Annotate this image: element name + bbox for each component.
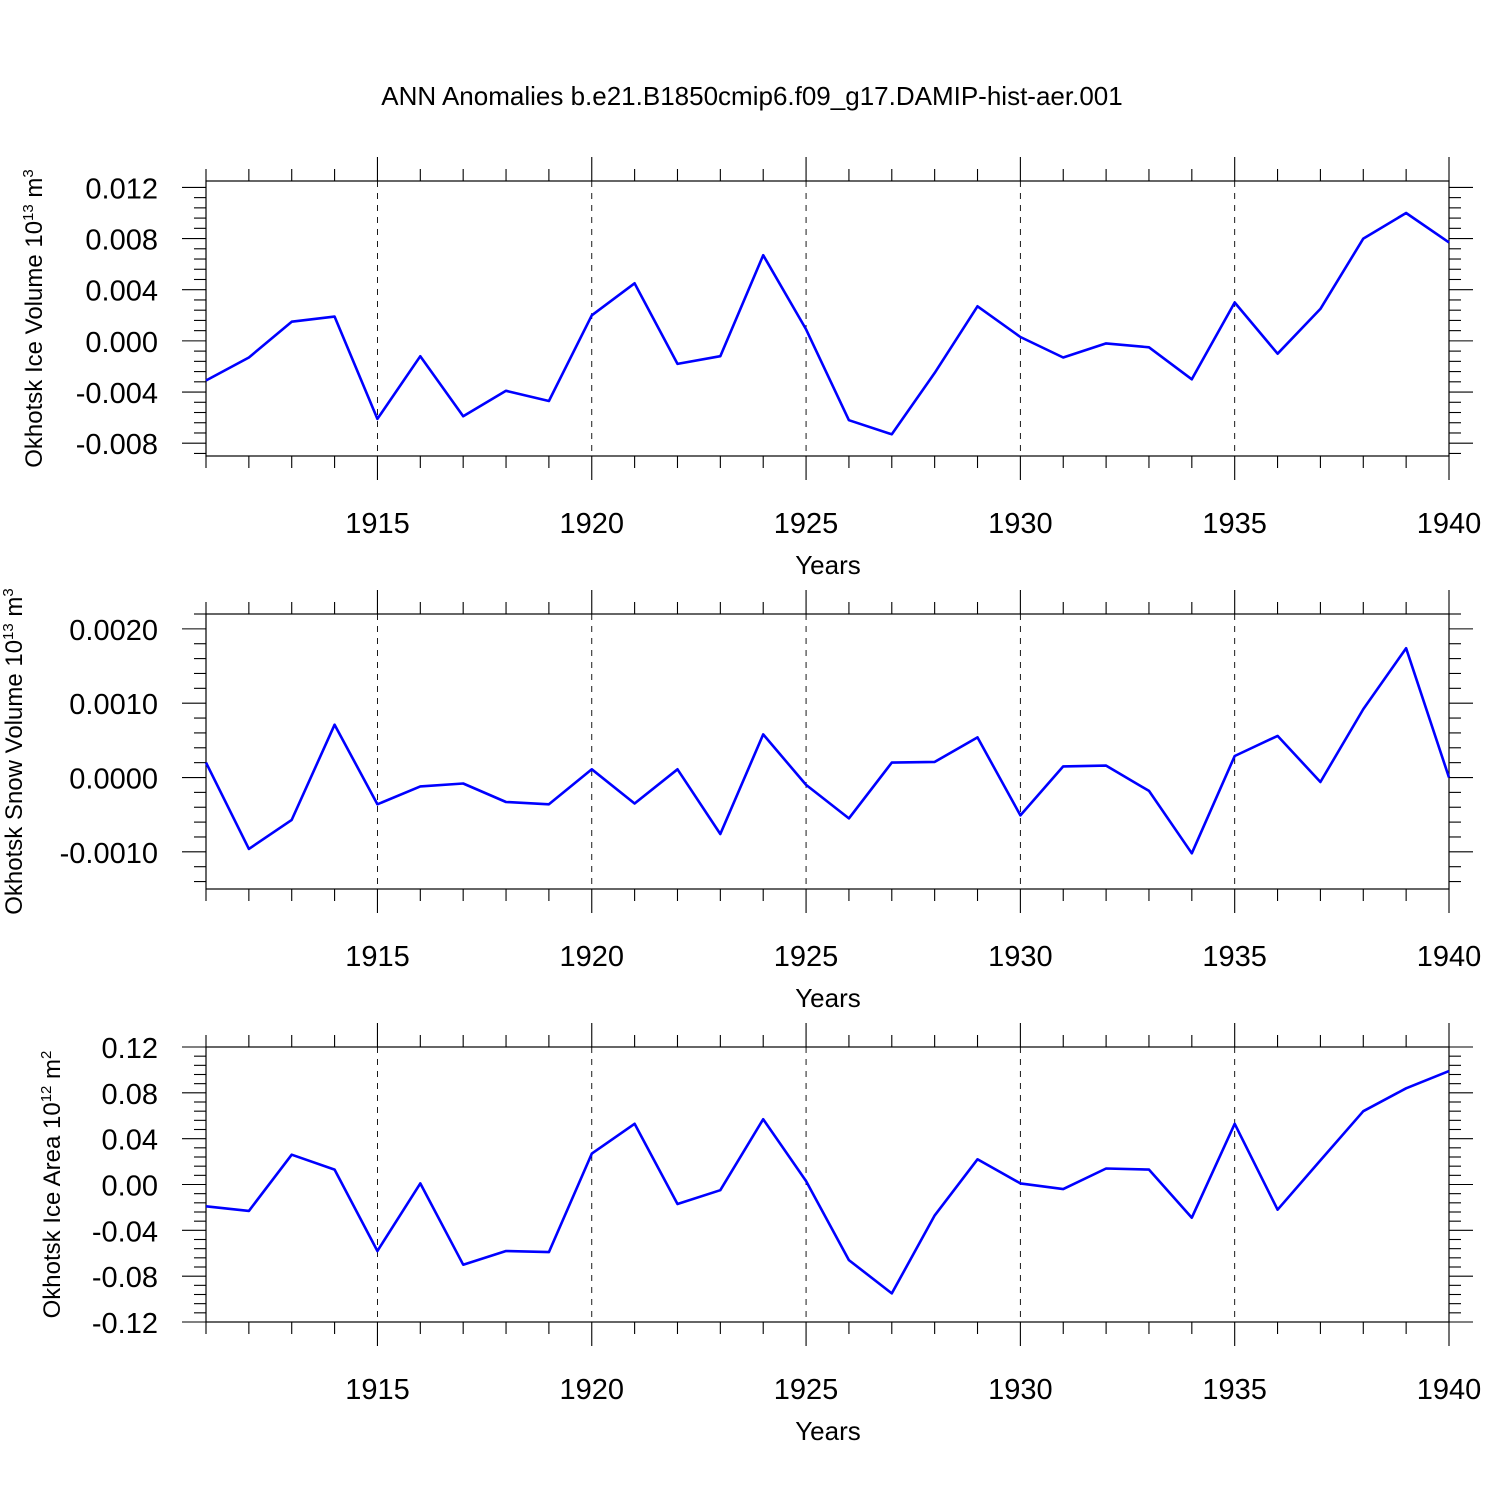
y-tick-label: -0.004 — [76, 378, 158, 410]
y-tick-label: 0.08 — [102, 1079, 158, 1111]
x-tick-label: 1930 — [988, 1374, 1053, 1406]
x-axis-label: Years — [795, 550, 861, 580]
x-tick-label: 1915 — [345, 508, 410, 540]
y-tick-label: 0.008 — [85, 225, 158, 257]
x-tick-label: 1925 — [774, 508, 839, 540]
x-tick-label: 1940 — [1417, 508, 1482, 540]
y-axis-label-unit: m — [21, 178, 48, 205]
y-tick-label: 0.0000 — [69, 764, 158, 796]
chart-title: ANN Anomalies b.e21.B1850cmip6.f09_g17.D… — [381, 81, 1122, 111]
y-axis-label-exponent: 13 — [0, 623, 17, 640]
panels-container: -0.008 -0.004 0.000 0.004 0.008 0.012 1915 1920… — [0, 157, 1481, 1446]
y-axis-label: Okhotsk Snow Volume 1013 m3 — [0, 588, 28, 915]
plot-frame — [205, 613, 1450, 890]
panel-ice-volume: -0.008 -0.004 0.000 0.004 0.008 0.012 1915 1920… — [20, 157, 1481, 580]
y-tick-label: -0.08 — [92, 1262, 158, 1294]
y-axis-label-unit-exponent: 2 — [38, 1051, 55, 1059]
x-axis-label: Years — [795, 983, 861, 1013]
plot-frame — [205, 180, 1450, 457]
y-axis-label-unit: m — [39, 1059, 66, 1086]
y-axis-label-text: Okhotsk Ice Volume 10 — [21, 221, 48, 468]
y-axis-label: Okhotsk Ice Volume 1013 m3 — [20, 169, 48, 468]
x-tick-label: 1925 — [774, 941, 839, 973]
y-tick-label: 0.04 — [102, 1125, 158, 1157]
x-tick-label: 1930 — [988, 941, 1053, 973]
y-tick-label: 0.00 — [102, 1171, 158, 1203]
series-line-snow-volume — [204, 646, 1451, 855]
x-tick-label: 1935 — [1202, 508, 1267, 540]
panel-ice-area: -0.12 -0.08 -0.04 0.00 0.04 0.08 0.12 1915 1920 1… — [38, 1023, 1481, 1446]
x-tick-label: 1920 — [560, 941, 625, 973]
x-tick-label: 1935 — [1202, 1374, 1267, 1406]
x-tick-label: 1915 — [345, 941, 410, 973]
y-tick-label: -0.008 — [76, 429, 158, 461]
y-tick-label: 0.12 — [102, 1033, 158, 1065]
plot-frame — [205, 1046, 1450, 1323]
x-axis-label: Years — [795, 1416, 861, 1446]
y-axis-label-unit-exponent: 3 — [0, 588, 17, 596]
x-tick-label: 1925 — [774, 1374, 839, 1406]
x-tick-label: 1920 — [560, 1374, 625, 1406]
y-tick-label: 0.0010 — [69, 689, 158, 721]
x-tick-label: 1935 — [1202, 941, 1267, 973]
y-tick-label: 0.000 — [85, 327, 158, 359]
x-tick-label: 1920 — [560, 508, 625, 540]
y-axis-label: Okhotsk Ice Area 1012 m2 — [38, 1051, 66, 1319]
panel-snow-volume: -0.0010 0.0000 0.0010 0.0020 1915 1920 1925 193… — [0, 588, 1481, 1013]
y-axis-label-exponent: 12 — [38, 1086, 55, 1103]
y-tick-label: 0.012 — [85, 173, 158, 205]
y-axis-label-text: Okhotsk Ice Area 10 — [39, 1102, 66, 1318]
y-axis-label-text: Okhotsk Snow Volume 10 — [1, 640, 28, 915]
series-line-ice-area — [205, 1069, 1450, 1295]
y-tick-label: -0.04 — [92, 1216, 158, 1248]
x-tick-label: 1930 — [988, 508, 1053, 540]
x-tick-label: 1915 — [345, 1374, 410, 1406]
y-axis-label-unit: m — [1, 597, 28, 624]
y-axis-label-exponent: 13 — [20, 204, 37, 221]
x-tick-label: 1940 — [1417, 1374, 1482, 1406]
y-tick-label: 0.004 — [85, 276, 158, 308]
y-axis-label-unit-exponent: 3 — [20, 169, 37, 177]
x-tick-label: 1940 — [1417, 941, 1482, 973]
y-tick-label: 0.0020 — [69, 615, 158, 647]
series-line-ice-volume — [205, 211, 1450, 436]
y-tick-label: -0.12 — [92, 1308, 158, 1340]
y-tick-label: -0.0010 — [60, 838, 158, 870]
